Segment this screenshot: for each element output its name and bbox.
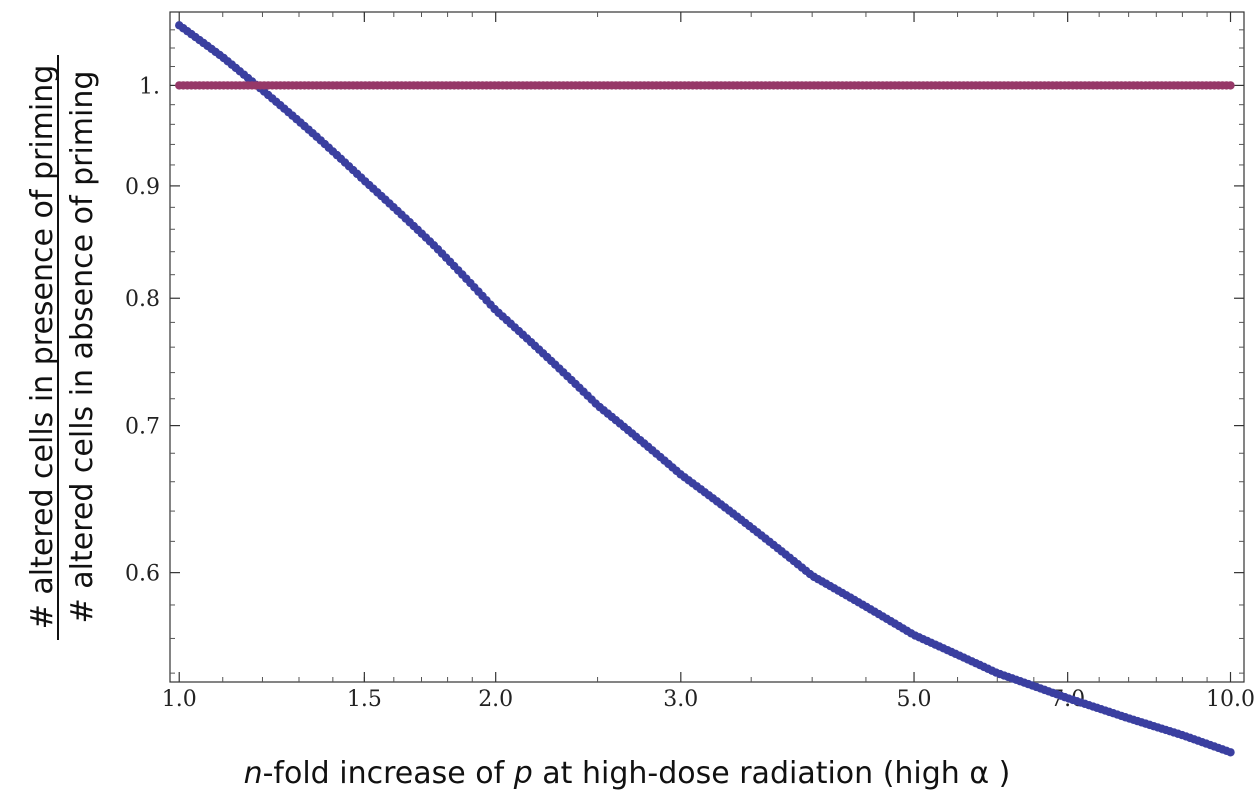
series-layer [175,21,1235,757]
series-1 [175,81,1235,90]
x-axis-label-p: p [513,756,533,791]
x-tick-label: 1.5 [347,687,382,712]
x-axis-label: n-fold increase of p at high-dose radiat… [0,756,1254,791]
y-tick-label: 0.8 [125,287,160,312]
x-axis-label-part3: ) [989,756,1011,791]
y-tick-label: 0.6 [125,562,160,587]
x-axis-label-part2: at high-dose radiation (high [532,756,970,791]
x-tick-label: 1.0 [162,687,197,712]
series-0 [175,21,1235,757]
x-tick-label: 3.0 [663,687,698,712]
x-tick-label: 10.0 [1206,687,1254,712]
y-axis-label-numerator: # altered cells in presence of priming [25,65,60,630]
tick-marks [170,12,1244,682]
tick-labels: 1.01.52.03.05.07.010.00.60.70.80.91. [125,74,1254,712]
x-axis-label-n: n [243,756,263,791]
plot-frame [169,11,1245,683]
x-axis-label-part1: -fold increase of [262,756,514,791]
series-0-point [1226,748,1235,757]
y-tick-label: 0.7 [125,415,160,440]
y-tick-label: 1. [139,74,160,99]
series-1-point [1226,81,1235,90]
x-tick-label: 2.0 [478,687,513,712]
x-axis-label-alpha: α [969,756,990,791]
x-tick-label: 5.0 [897,687,932,712]
y-axis-label-denominator: # altered cells in absence of priming [65,71,100,624]
y-tick-label: 0.9 [125,175,160,200]
y-axis-label: # altered cells in presence of priming #… [25,55,100,640]
